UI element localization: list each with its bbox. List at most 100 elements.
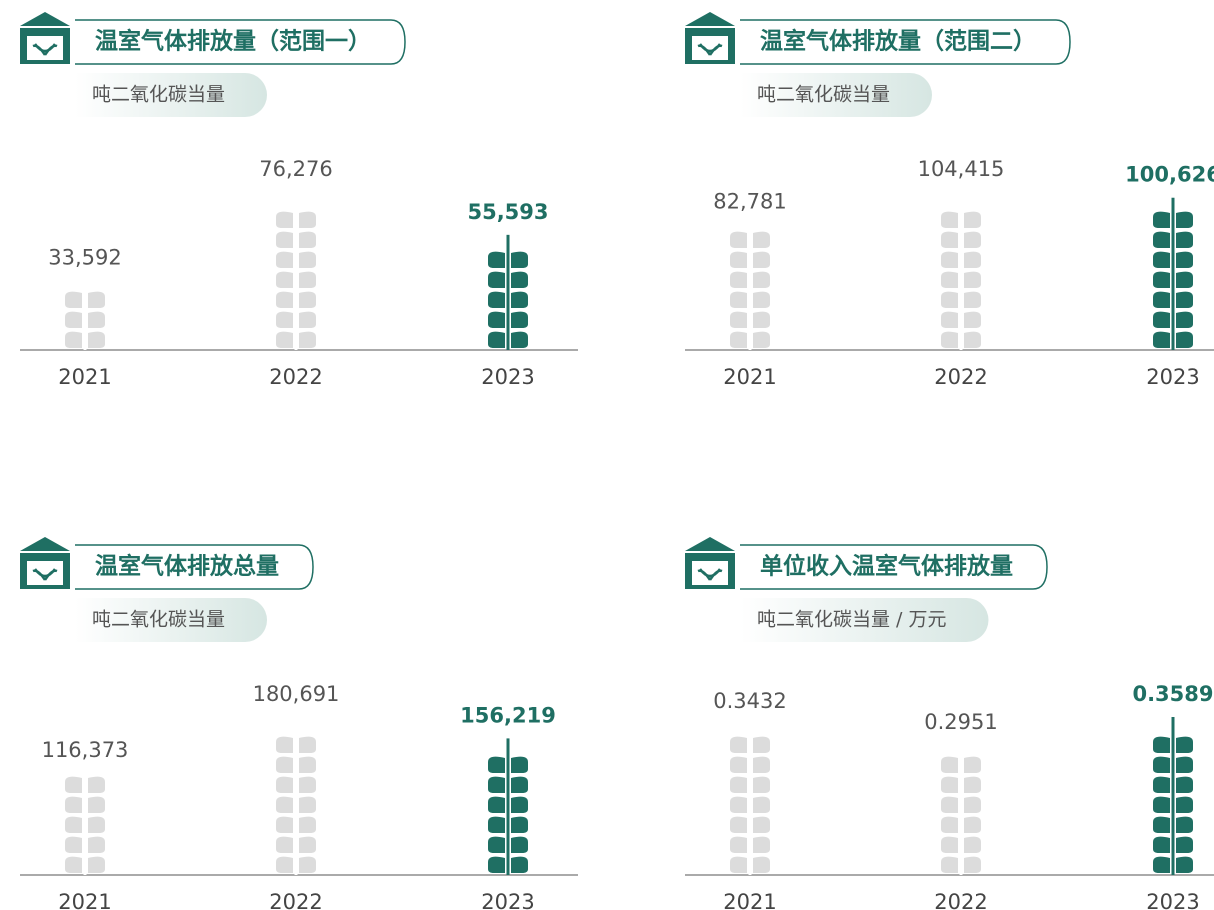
panel-title: 温室气体排放总量 (95, 553, 279, 580)
leaf (964, 331, 981, 348)
leaf (730, 796, 747, 813)
leaf (1153, 776, 1170, 793)
x-tick-label: 2023 (1146, 365, 1199, 389)
stem (1171, 197, 1175, 350)
leaf (511, 856, 528, 873)
header-icon (20, 537, 70, 589)
leaf (511, 756, 528, 773)
leaf (488, 756, 505, 773)
wheat-bar (941, 745, 981, 875)
leaf (941, 311, 958, 328)
leaf (1176, 271, 1193, 288)
leaf (299, 816, 316, 833)
stem (959, 745, 963, 875)
wheat-bar (276, 192, 316, 350)
leaf (941, 231, 958, 248)
leaf (276, 796, 293, 813)
stem (1171, 717, 1175, 875)
icon-roof (685, 12, 735, 26)
leaf (65, 776, 82, 793)
leaf (276, 291, 293, 308)
icon-inner (692, 561, 728, 585)
x-tick-label: 2023 (1146, 890, 1199, 910)
leaf (1153, 251, 1170, 268)
leaf (964, 211, 981, 228)
wheat-bar (1153, 717, 1193, 875)
leaf (730, 856, 747, 873)
leaf (88, 836, 105, 853)
leaf (488, 331, 505, 348)
leaf (511, 776, 528, 793)
leaf (1176, 836, 1193, 853)
leaf (1176, 311, 1193, 328)
panel-subtitle: 吨二氧化碳当量 (92, 609, 225, 631)
wheat-bar (730, 224, 770, 350)
wheat-bar (65, 280, 105, 350)
leaf (964, 856, 981, 873)
stem (294, 717, 298, 875)
leaf (511, 291, 528, 308)
leaf (299, 836, 316, 853)
leaf (1153, 796, 1170, 813)
leaf (276, 271, 293, 288)
panel-title: 温室气体排放量（范围一） (95, 28, 371, 55)
stem (83, 280, 87, 350)
header-icon (685, 12, 735, 64)
leaf (1153, 231, 1170, 248)
icon-inner (692, 36, 728, 60)
leaf (730, 231, 747, 248)
leaf (88, 311, 105, 328)
stem (506, 738, 510, 875)
leaf (511, 836, 528, 853)
leaf (1153, 816, 1170, 833)
leaf (964, 231, 981, 248)
icon-leaf (32, 43, 58, 56)
value-label: 180,691 (253, 682, 340, 706)
leaf (1176, 776, 1193, 793)
leaf (276, 816, 293, 833)
leaf (753, 231, 770, 248)
leaf (276, 776, 293, 793)
leaf (1153, 836, 1170, 853)
leaf (88, 856, 105, 873)
leaf (1176, 816, 1193, 833)
header-icon (20, 12, 70, 64)
leaf (730, 776, 747, 793)
leaf (753, 251, 770, 268)
value-label: 76,276 (259, 157, 332, 181)
leaf (941, 251, 958, 268)
leaf (1176, 291, 1193, 308)
leaf (941, 776, 958, 793)
leaf (65, 331, 82, 348)
leaf (299, 251, 316, 268)
leaf (511, 816, 528, 833)
leaf (1176, 231, 1193, 248)
chart-panel: 温室气体排放量（范围二） 吨二氧化碳当量 82,781 2021 104,415 2022… (685, 12, 1214, 389)
stem (294, 192, 298, 350)
chart-panel: 温室气体排放量（范围一） 吨二氧化碳当量 33,592 2021 76,276 2022 5… (20, 12, 578, 389)
stem (506, 234, 510, 350)
panel-title: 温室气体排放量（范围二） (760, 28, 1036, 55)
leaf (88, 291, 105, 308)
wheat-bar (488, 738, 528, 875)
value-label: 0.3432 (713, 689, 786, 713)
leaf (730, 816, 747, 833)
leaf (730, 331, 747, 348)
value-label: 0.2951 (924, 710, 997, 734)
leaf (511, 271, 528, 288)
panel-subtitle: 吨二氧化碳当量 / 万元 (757, 609, 946, 631)
leaf (488, 816, 505, 833)
subtitle-pill (75, 598, 268, 642)
title-frame (75, 544, 314, 590)
leaf (753, 311, 770, 328)
leaf (1153, 756, 1170, 773)
leaf (964, 756, 981, 773)
leaf (488, 291, 505, 308)
leaf (1153, 311, 1170, 328)
icon-leaf (697, 43, 723, 56)
leaf (276, 331, 293, 348)
leaf (941, 756, 958, 773)
leaf (88, 331, 105, 348)
leaf (511, 251, 528, 268)
